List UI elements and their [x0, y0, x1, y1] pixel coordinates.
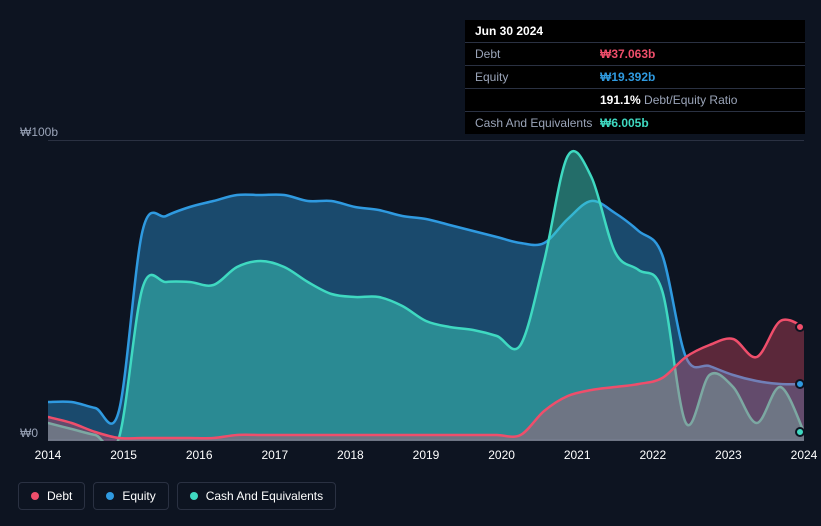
legend-item[interactable]: Equity	[93, 482, 168, 510]
x-axis-tick: 2024	[791, 448, 818, 462]
tooltip-label: Equity	[475, 70, 600, 84]
x-axis-tick: 2020	[488, 448, 515, 462]
legend-dot	[106, 492, 114, 500]
y-axis-bottom-label: ₩0	[20, 426, 38, 440]
legend-label: Cash And Equivalents	[206, 489, 323, 503]
y-axis-top-label: ₩100b	[20, 125, 58, 139]
x-axis: 2014201520162017201820192020202120222023…	[48, 448, 804, 468]
legend-label: Equity	[122, 489, 155, 503]
tooltip-label: Debt	[475, 47, 600, 61]
x-axis-tick: 2023	[715, 448, 742, 462]
tooltip-label	[475, 93, 600, 107]
chart-area[interactable]	[48, 140, 804, 440]
tooltip-value: ₩37.063b	[600, 47, 655, 61]
tooltip-value: 191.1% Debt/Equity Ratio	[600, 93, 737, 107]
tooltip-value: ₩19.392b	[600, 70, 655, 84]
tooltip-date: Jun 30 2024	[475, 24, 543, 38]
tooltip-row: Cash And Equivalents₩6.005b	[465, 112, 805, 134]
x-axis-tick: 2017	[261, 448, 288, 462]
x-axis-tick: 2015	[110, 448, 137, 462]
tooltip-row: 191.1% Debt/Equity Ratio	[465, 89, 805, 112]
legend-item[interactable]: Cash And Equivalents	[177, 482, 336, 510]
legend-item[interactable]: Debt	[18, 482, 85, 510]
legend-label: Debt	[47, 489, 72, 503]
legend-dot	[190, 492, 198, 500]
chart-svg	[48, 141, 804, 441]
tooltip-row: Debt₩37.063b	[465, 43, 805, 66]
legend: Debt Equity Cash And Equivalents	[18, 482, 336, 510]
x-axis-tick: 2022	[639, 448, 666, 462]
tooltip-panel: Jun 30 2024 Debt₩37.063bEquity₩19.392b19…	[465, 20, 805, 134]
legend-dot	[31, 492, 39, 500]
x-axis-tick: 2021	[564, 448, 591, 462]
x-axis-tick: 2018	[337, 448, 364, 462]
tooltip-row: Equity₩19.392b	[465, 66, 805, 89]
tooltip-date-row: Jun 30 2024	[465, 20, 805, 43]
x-axis-tick: 2014	[35, 448, 62, 462]
x-axis-tick: 2019	[413, 448, 440, 462]
x-axis-tick: 2016	[186, 448, 213, 462]
tooltip-value: ₩6.005b	[600, 116, 649, 130]
tooltip-label: Cash And Equivalents	[475, 116, 600, 130]
